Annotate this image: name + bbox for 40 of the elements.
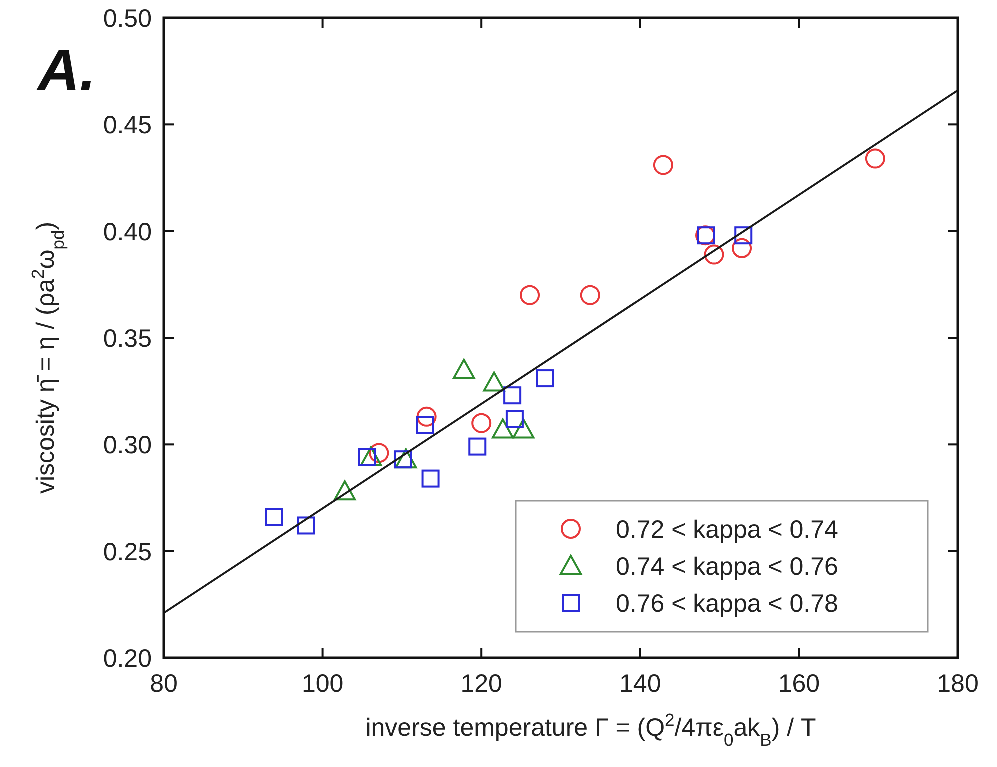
x-tick-label: 100 [302, 670, 344, 698]
y-tick-label: 0.40 [103, 218, 152, 246]
point [416, 416, 434, 434]
point [472, 413, 492, 434]
y-tick-label: 0.20 [103, 645, 152, 673]
y-tick-label: 0.35 [103, 325, 152, 353]
chart-title: A. [36, 38, 96, 103]
point [265, 508, 284, 526]
y-tick-label: 0.50 [103, 5, 152, 33]
point [483, 372, 506, 392]
x-tick-label: 120 [460, 670, 502, 698]
point [512, 418, 535, 439]
x-tick-label: 180 [937, 670, 979, 698]
legend-label: 0.72 < kappa < 0.74 [616, 516, 839, 544]
x-axis-title: inverse temperature Γ = (Q$^{2}$/4πε$_{0}$ak$_{B}$) / T [366, 710, 816, 750]
point [734, 226, 753, 245]
point [504, 386, 522, 405]
point [297, 516, 316, 535]
point [732, 238, 752, 258]
legend-label: 0.74 < kappa < 0.76 [616, 553, 838, 581]
point [422, 470, 440, 488]
point [369, 443, 390, 464]
point [865, 148, 886, 169]
point [653, 155, 674, 176]
point [520, 285, 540, 306]
point [492, 418, 514, 439]
point [536, 370, 554, 388]
y-tick-label: 0.25 [103, 538, 152, 566]
x-tick-label: 160 [778, 670, 820, 698]
y-tick-label: 0.30 [103, 432, 152, 460]
point [468, 438, 487, 456]
x-tick-label: 140 [620, 670, 662, 698]
point [334, 480, 356, 501]
point [580, 285, 600, 306]
x-tick-label: 80 [150, 670, 178, 698]
point [416, 406, 437, 427]
point [704, 244, 724, 265]
y-tick-label: 0.45 [103, 112, 152, 140]
point [453, 359, 476, 379]
legend-label: 0.76 < kappa < 0.78 [616, 590, 838, 618]
